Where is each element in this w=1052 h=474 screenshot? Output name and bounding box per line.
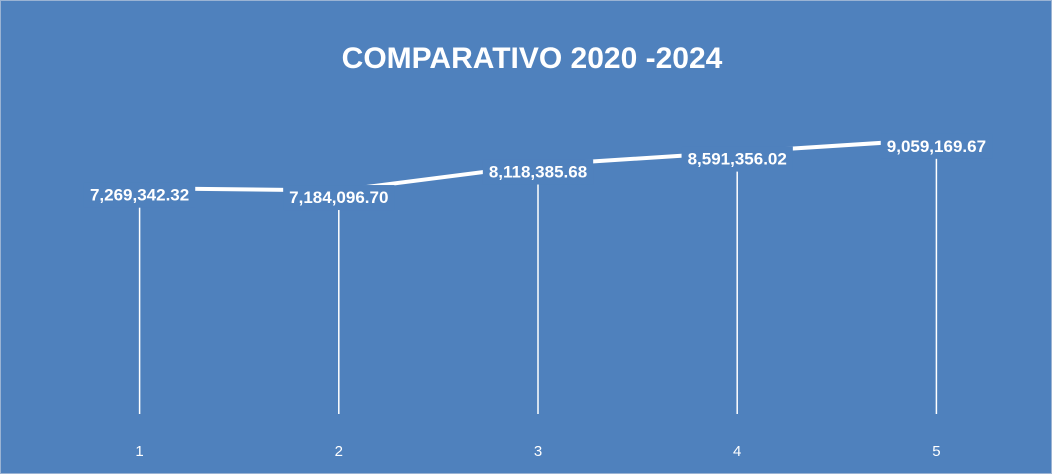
x-tick-label: 5 [932,443,940,460]
data-label-background [681,146,793,172]
labels-layer: 1 2 3 4 5 7,269,342.32 7,184,096.70 8,118,385.6… [83,133,993,460]
data-label-background [880,133,993,159]
data-label-background [283,185,395,211]
x-tick-label: 1 [135,443,143,460]
x-tick-label: 2 [335,443,343,460]
chart-title: COMPARATIVO 2020 -2024 [342,42,723,75]
data-label: 7,269,342.32 [90,186,189,205]
data-label: 7,184,096.70 [289,188,388,207]
data-label: 8,591,356.02 [688,150,787,169]
data-label-background [83,182,196,208]
data-label: 9,059,169.67 [887,137,986,156]
data-label-background [482,159,594,185]
x-tick-label: 3 [534,443,542,460]
data-label: 8,118,385.68 [489,163,587,182]
x-tick-label: 4 [733,443,741,460]
